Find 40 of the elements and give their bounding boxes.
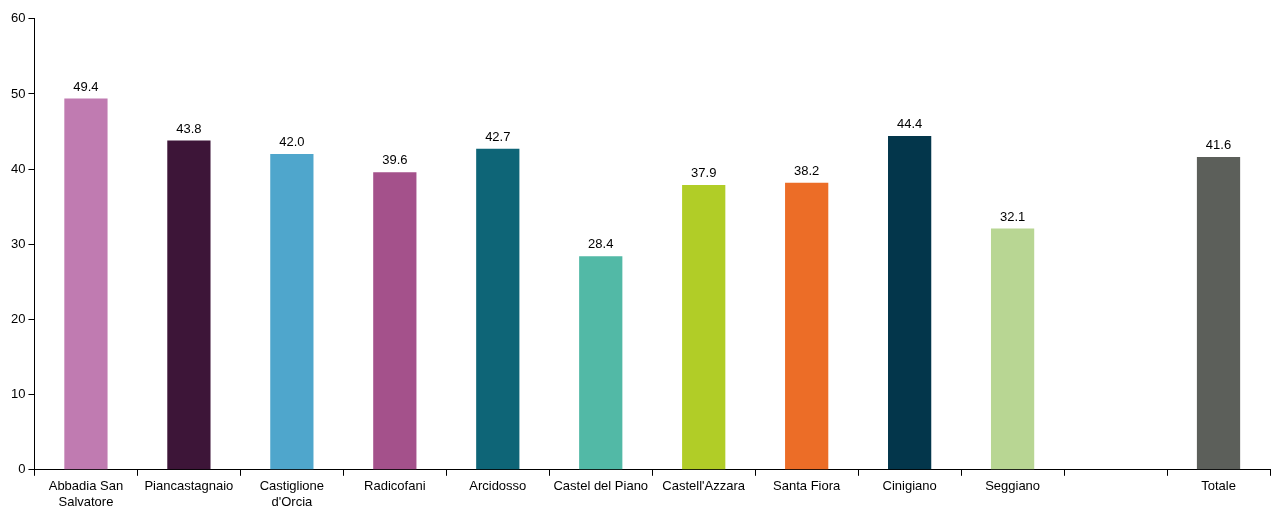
data-label: 43.8	[176, 120, 202, 136]
data-label: 37.9	[691, 165, 717, 180]
bar	[1196, 157, 1241, 470]
y-tick-label: 20	[10, 311, 26, 327]
x-tick-label: Radicofani	[364, 478, 426, 494]
y-tick-label: 50	[10, 85, 26, 101]
data-label: 42.7	[485, 128, 511, 144]
bar	[579, 256, 623, 470]
data-label: 41.6	[1205, 137, 1232, 153]
x-tick-label: Santa Fiora	[773, 478, 842, 494]
y-tick-label: 30	[10, 235, 26, 251]
x-tick-label: Cinigiano	[882, 478, 937, 494]
data-label: 38.2	[794, 162, 820, 178]
y-tick-label: 40	[10, 160, 26, 176]
data-label: 44.4	[896, 116, 923, 132]
data-label: 42.0	[279, 134, 305, 150]
bar	[785, 182, 829, 470]
bar	[64, 98, 108, 470]
x-tick-label: Castel del Piano	[553, 478, 649, 494]
y-tick-label: 0	[18, 461, 26, 477]
x-tick-label: Castell'Azzara	[662, 478, 746, 494]
x-tick-label: Arcidosso	[469, 478, 527, 494]
data-label: 28.4	[588, 236, 614, 252]
x-tick-label: Seggiano	[985, 478, 1041, 494]
bar	[990, 228, 1035, 470]
y-tick-label: 60	[10, 10, 26, 26]
x-tick-label: Totale	[1201, 478, 1236, 494]
bar	[373, 172, 417, 470]
bar	[270, 154, 314, 470]
y-tick-label: 10	[10, 386, 26, 402]
data-label: 49.4	[73, 78, 99, 94]
x-tick-label: Castiglione d'Orcia	[259, 478, 325, 509]
data-label: 32.1	[999, 208, 1026, 224]
data-label: 39.6	[382, 152, 408, 168]
bar	[167, 140, 211, 470]
bar	[888, 136, 932, 470]
x-tick-label: Abbadia San Salvatore	[48, 478, 124, 509]
bar	[682, 184, 726, 470]
bar	[476, 148, 520, 470]
x-tick-label: Piancastagnaio	[144, 478, 234, 494]
